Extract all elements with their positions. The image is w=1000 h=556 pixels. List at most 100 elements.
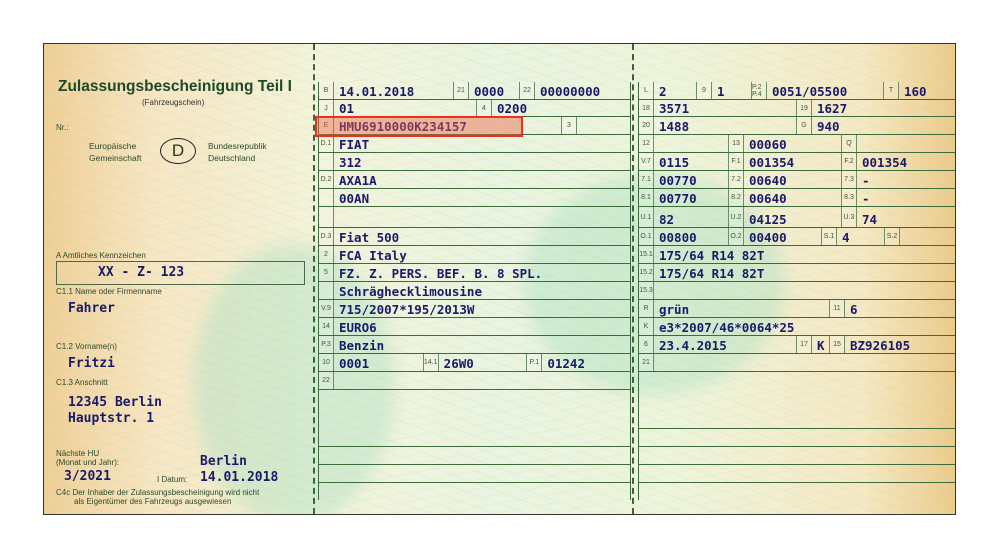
field-row: 10 0001 14.1 26W0 P.1 01242 (319, 354, 630, 372)
address-label: C1.3 Anschnitt (56, 378, 108, 387)
registration-document: Zulassungsbescheinigung Teil I (Fahrzeug… (43, 43, 956, 515)
field-value: 0001 (339, 356, 370, 371)
field-15-1: 15.1 175/64 R14 82T (639, 246, 955, 263)
field-j: J 01 (319, 100, 476, 116)
empty-lines (639, 411, 955, 500)
field-code: V.7 (639, 153, 654, 170)
field-15-2: 15.2 175/64 R14 82T (639, 264, 955, 281)
empty-lines (319, 429, 630, 500)
field-p-1: P.1 01242 (526, 354, 630, 371)
field-row: L 2 9 1 P.2 P.4 0051/05500 T 160 (639, 82, 955, 100)
field-value: 01 (339, 101, 355, 116)
field-value: 26W0 (443, 356, 474, 371)
field-14: 14 EURO6 (319, 318, 630, 335)
field-code: 4 (476, 100, 492, 116)
field-f-1: F.1 001354 (728, 153, 841, 170)
date-value: 14.01.2018 (200, 470, 279, 485)
field-code: E (319, 117, 334, 134)
field-code: U.2 (728, 207, 744, 227)
field-8-1: 8.1 00770 (639, 189, 728, 206)
field-value: Benzin (339, 338, 385, 353)
right-column: L 2 9 1 P.2 P.4 0051/05500 T 160 18 3571 19 1627 20 1… (638, 82, 955, 500)
field-value: 00000000 (540, 84, 601, 99)
field-cont: 00AN (319, 189, 630, 206)
field-code: 21 (453, 82, 469, 99)
field-15: 15 BZ926105 (829, 336, 955, 353)
field-code: 8.3 (841, 189, 857, 206)
field-code: 14 (319, 318, 334, 335)
field-code (319, 282, 334, 299)
field-code: O.1 (639, 228, 654, 245)
field-value: 0051/05500 (772, 84, 848, 99)
first-name-value: Fritzi (68, 356, 115, 371)
field-value: 940 (817, 119, 840, 134)
field-t: T 160 (883, 82, 955, 99)
field-21: 21 0000 (453, 82, 519, 99)
field-d-3: D.3 Fiat 500 (319, 228, 630, 245)
field-cont: 312 (319, 153, 630, 170)
field-value: Fiat 500 (339, 230, 400, 245)
first-name-label: C1.2 Vorname(n) (56, 342, 117, 351)
vin-highlight (315, 116, 523, 137)
field-code: 7.3 (841, 171, 857, 188)
field-value: 1 (717, 84, 725, 99)
field-value: K (817, 338, 825, 353)
field-u-3: U.3 74 (841, 207, 955, 227)
doc-subtitle: (Fahrzeugschein) (142, 98, 205, 107)
field-s-2: S.2 (884, 228, 955, 245)
field-code: 6 (639, 336, 654, 353)
field-value: 312 (339, 155, 362, 170)
field-2: 2 FCA Italy (319, 246, 630, 263)
middle-column: B 14.01.2018 21 0000 22 00000000 J 01 4 0200 E HMU6… (318, 82, 631, 500)
field-value: 74 (862, 212, 878, 227)
field-row: U.1 82 U.2 04125 U.3 74 (639, 207, 955, 228)
field-code: G (796, 117, 812, 134)
field-code: 13 (728, 135, 744, 152)
field-value: 160 (904, 84, 927, 99)
field-row: J 01 4 0200 (319, 100, 630, 117)
field-code: 9 (696, 82, 712, 99)
field-u-1: U.1 82 (639, 207, 728, 227)
field-b: B 14.01.2018 (319, 82, 453, 99)
field-code: P.1 (526, 354, 543, 371)
field-value: 4 (842, 230, 850, 245)
field-code: 7.2 (728, 171, 744, 188)
field-row: 22 (319, 372, 630, 390)
field-value: - (862, 191, 870, 206)
field-row: 12 13 00060 Q (639, 135, 955, 153)
field-row: E HMU6910000K234157 3 (319, 117, 630, 135)
field-value: 715/2007*195/2013W (339, 302, 475, 317)
field-value: 2 (659, 84, 667, 99)
field-code: R (639, 300, 654, 317)
field-code: U.1 (639, 207, 654, 227)
fold-line (313, 44, 315, 514)
field-value: 00060 (749, 137, 787, 152)
field-code: 22 (519, 82, 535, 99)
field-row: 5 FZ. Z. PERS. BEF. B. 8 SPL. (319, 264, 630, 282)
field-18: 18 3571 (639, 100, 796, 116)
owner-note: C4c Der Inhaber der Zulassungsbescheinig… (56, 488, 260, 506)
field-8-2: 8.2 00640 (728, 189, 841, 206)
field-row: 15.2 175/64 R14 82T (639, 264, 955, 282)
field-7-1: 7.1 00770 (639, 171, 728, 188)
field-value: 175/64 R14 82T (659, 266, 765, 281)
hu-label: Nächste HU (Monat und Jahr): (56, 449, 120, 467)
field-value: 04125 (749, 212, 787, 227)
field-cont (319, 207, 630, 227)
field-19: 19 1627 (796, 100, 955, 116)
field-code: 12 (639, 135, 654, 152)
field-value: 175/64 R14 82T (659, 248, 765, 263)
field-row: 18 3571 19 1627 (639, 100, 955, 117)
place-value: Berlin (200, 454, 247, 469)
field-code: 11 (829, 300, 845, 317)
field-22: 22 00000000 (519, 82, 630, 99)
field-code: B (319, 82, 334, 99)
field-code (319, 207, 334, 227)
field-value: AXA1A (339, 173, 377, 188)
field-q: Q (841, 135, 955, 152)
field-p-3: P.3 Benzin (319, 336, 630, 353)
field-row: 2 FCA Italy (319, 246, 630, 264)
field-3: 3 (561, 117, 630, 134)
